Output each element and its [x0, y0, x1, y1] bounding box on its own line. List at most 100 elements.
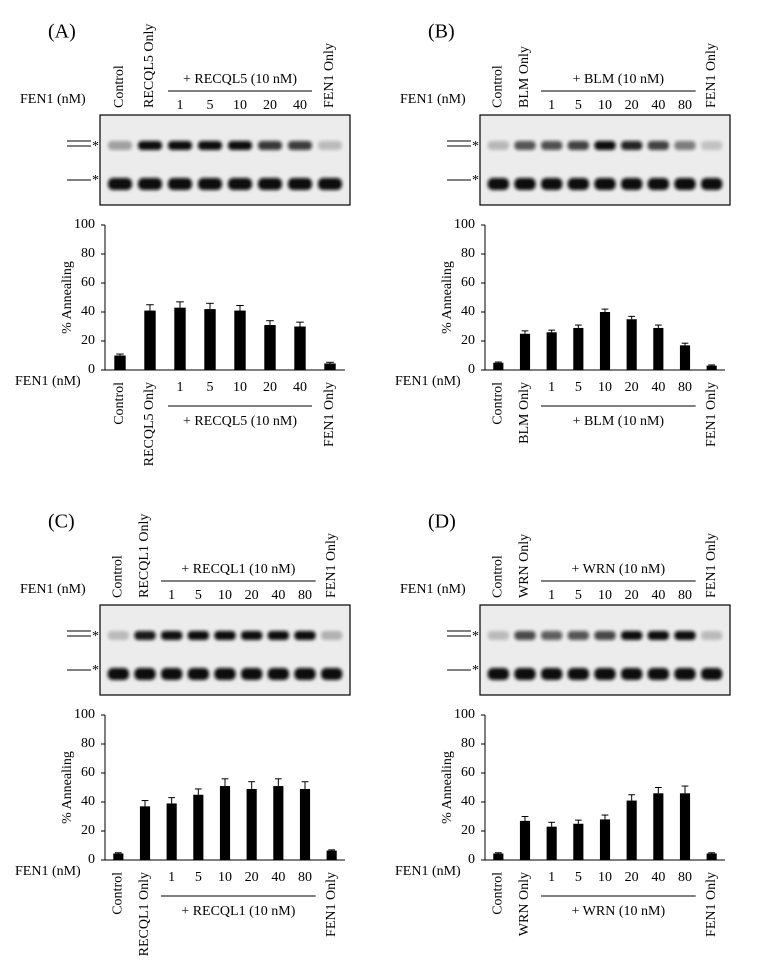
x-tick-label: Control — [491, 382, 506, 425]
gel-band-top — [228, 141, 252, 150]
lane-label: 1 — [548, 98, 555, 113]
y-tick-label: 40 — [461, 794, 475, 809]
x-tick-label: 5 — [575, 870, 582, 885]
bar — [573, 327, 584, 370]
gel-band-bottom — [674, 178, 696, 190]
fen1-label: FEN1 (nM) — [15, 864, 81, 879]
y-tick-label: 80 — [461, 736, 475, 751]
x-tick-label: 20 — [625, 870, 639, 885]
fen1-label: FEN1 (nM) — [400, 582, 466, 597]
gel-band-top — [294, 631, 316, 640]
gel-band-top — [318, 141, 342, 150]
x-tick-label: BLM Only — [517, 382, 532, 444]
gel-band-bottom — [108, 178, 132, 190]
x-tick-label: Control — [112, 382, 127, 425]
gel-band-bottom — [674, 668, 696, 680]
x-tick-label: 80 — [298, 870, 312, 885]
group-label: + RECQL1 (10 nM) — [181, 562, 295, 577]
gel-band-top — [541, 631, 563, 640]
panel-label: (C) — [48, 511, 75, 533]
gel-band-bottom — [187, 668, 209, 680]
x-tick-label: 20 — [625, 380, 639, 395]
y-tick-label: 60 — [461, 275, 475, 290]
bar — [573, 823, 584, 860]
fen1-label: FEN1 (nM) — [20, 582, 86, 597]
x-tick-label: Control — [491, 872, 506, 915]
gel-band-top — [258, 141, 282, 150]
gel-band-top — [487, 631, 509, 640]
band-marker: * — [92, 139, 99, 154]
bar — [166, 803, 177, 860]
lane-label: FEN1 Only — [704, 533, 719, 598]
gel-band-bottom — [567, 178, 589, 190]
bar — [519, 333, 531, 370]
gel-band-bottom — [258, 178, 282, 190]
x-tick-label: FEN1 Only — [704, 872, 719, 937]
y-tick-label: 60 — [461, 765, 475, 780]
gel-band-top — [594, 141, 616, 150]
fen1-label: FEN1 (nM) — [400, 92, 466, 107]
bar — [113, 853, 124, 860]
gel-band-bottom — [541, 178, 563, 190]
band-marker: * — [472, 173, 479, 188]
x-tick-label: 20 — [245, 870, 259, 885]
group-label: + BLM (10 nM) — [573, 414, 665, 429]
band-marker: * — [472, 139, 479, 154]
gel-band-top — [267, 631, 289, 640]
fen1-label: FEN1 (nM) — [15, 374, 81, 389]
bar — [546, 826, 557, 860]
lane-label: 20 — [625, 98, 639, 113]
gel-band-bottom — [228, 178, 252, 190]
y-tick-label: 20 — [81, 333, 95, 348]
gel-band-top — [214, 631, 236, 640]
gel — [99, 114, 351, 206]
bar — [546, 332, 557, 370]
gel-band-top — [288, 141, 312, 150]
x-tick-label: 10 — [598, 870, 612, 885]
lane-label: 10 — [218, 588, 232, 603]
bar — [144, 310, 156, 370]
gel-band-bottom — [701, 668, 723, 680]
group-label: + BLM (10 nM) — [573, 72, 665, 87]
lane-label: 20 — [263, 98, 277, 113]
y-tick-label: 0 — [88, 362, 95, 377]
y-tick-label: 60 — [81, 765, 95, 780]
lane-label: 20 — [625, 588, 639, 603]
x-tick-label: WRN Only — [517, 872, 532, 936]
gel-band-bottom — [288, 178, 312, 190]
band-marker: * — [472, 663, 479, 678]
band-marker: * — [92, 629, 99, 644]
bar — [679, 793, 691, 860]
gel-band-bottom — [621, 178, 643, 190]
gel-band-bottom — [294, 668, 316, 680]
gel-band-bottom — [594, 668, 616, 680]
lane-label: 10 — [598, 588, 612, 603]
bar — [174, 307, 186, 370]
bar — [193, 794, 204, 860]
bar — [679, 345, 691, 370]
y-tick-label: 40 — [461, 304, 475, 319]
y-tick-label: 0 — [88, 852, 95, 867]
x-tick-label: 1 — [548, 870, 555, 885]
x-tick-label: 40 — [271, 870, 285, 885]
gel-band-bottom — [647, 178, 669, 190]
gel-band-bottom — [168, 178, 192, 190]
gel-band-top — [674, 631, 696, 640]
bar — [706, 853, 717, 860]
lane-label: 10 — [598, 98, 612, 113]
gel-band-bottom — [198, 178, 222, 190]
bar — [653, 327, 664, 370]
gel-band-top — [621, 141, 643, 150]
bar — [234, 310, 246, 370]
x-tick-label: FEN1 Only — [324, 872, 339, 937]
x-tick-label: 5 — [195, 870, 202, 885]
lane-label: BLM Only — [517, 46, 532, 108]
x-tick-label: FEN1 Only — [704, 382, 719, 447]
panel-label: (A) — [48, 21, 76, 43]
gel-band-bottom — [514, 668, 536, 680]
group-label: + WRN (10 nM) — [572, 562, 666, 577]
gel-band-top — [107, 631, 129, 640]
gel-band-top — [541, 141, 563, 150]
x-tick-label: Control — [111, 872, 126, 915]
